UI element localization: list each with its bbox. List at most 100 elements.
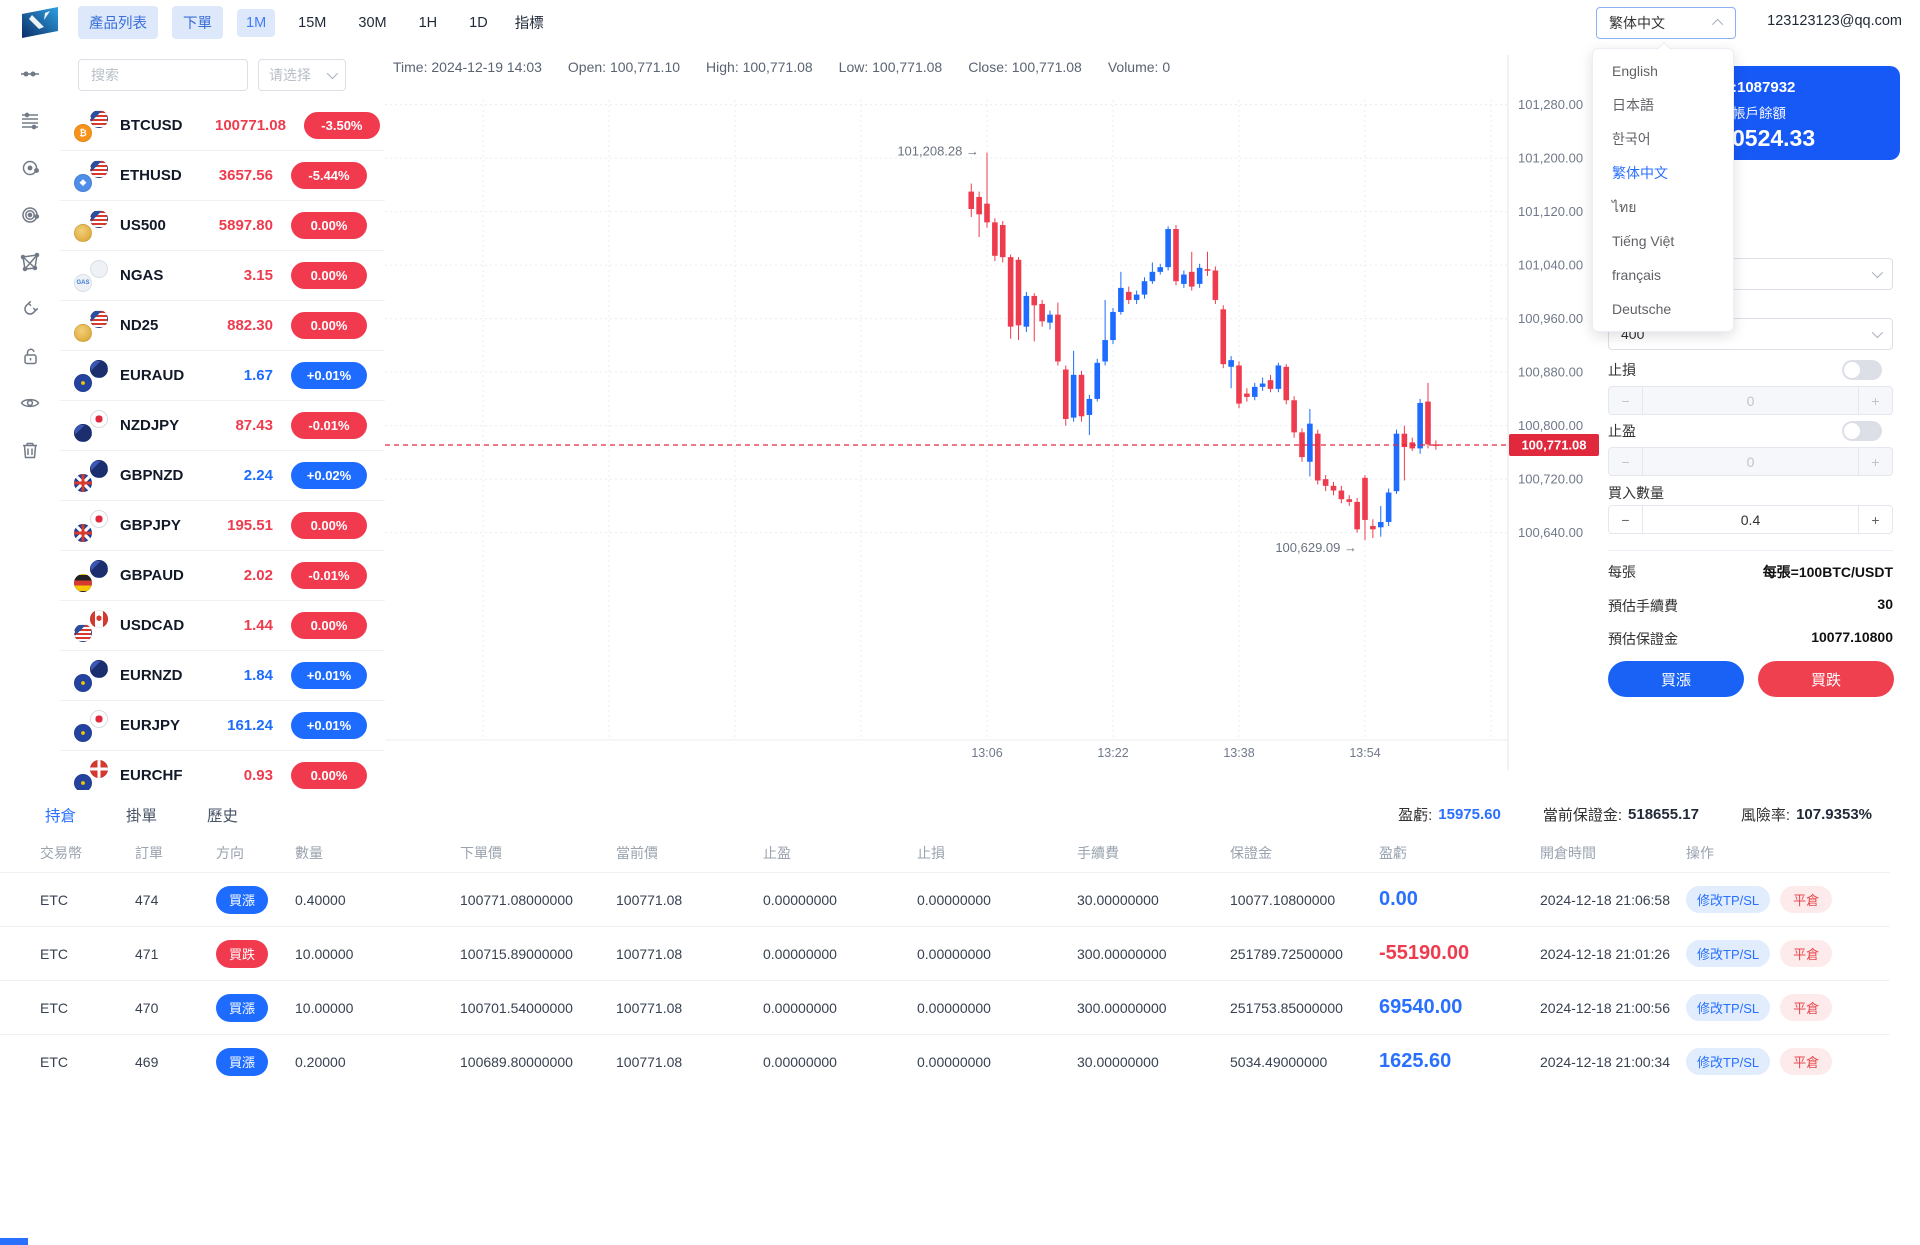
cell: 100771.08000000: [460, 891, 573, 908]
eye-icon[interactable]: [0, 379, 60, 426]
watchlist-row-USDCAD[interactable]: USDCAD 1.44 0.00%: [60, 601, 385, 651]
tab-歷史[interactable]: 歷史: [207, 808, 239, 825]
timeframe-1D[interactable]: 1D: [469, 14, 488, 31]
info-value: 30: [1877, 596, 1893, 612]
stop-loss-toggle[interactable]: [1842, 360, 1882, 380]
buy-up-button[interactable]: 買漲: [1608, 661, 1744, 697]
nav-item-indicators[interactable]: 指標: [514, 16, 544, 32]
take-profit-toggle[interactable]: [1842, 421, 1882, 441]
user-email[interactable]: 123123123@qq.com: [1767, 13, 1902, 29]
svg-text:100,640.00: 100,640.00: [1518, 525, 1583, 540]
col-保證金: 保證金: [1230, 845, 1272, 861]
language-option-Deutsche[interactable]: Deutsche: [1612, 301, 1672, 317]
timeframe-15M[interactable]: 15M: [298, 14, 327, 31]
edit-tpsl-button[interactable]: 修改TP/SL: [1686, 940, 1771, 967]
trend-line-icon[interactable]: [0, 50, 60, 97]
svg-text:100,880.00: 100,880.00: [1518, 365, 1583, 380]
pnl-value: -55190.00: [1379, 942, 1470, 964]
close-position-button[interactable]: 平倉: [1780, 994, 1833, 1021]
watchlist-row-ETHUSD[interactable]: ◆ ETHUSD 3657.56 -5.44%: [60, 151, 385, 201]
language-select[interactable]: 繁体中文: [1596, 7, 1736, 39]
plus-icon[interactable]: +: [1858, 506, 1892, 533]
fib-lines-icon[interactable]: [0, 97, 60, 144]
change-badge: -0.01%: [291, 412, 367, 439]
watchlist-row-EURJPY[interactable]: EURJPY 161.24 +0.01%: [60, 701, 385, 751]
watchlist-row-EURCHF[interactable]: EURCHF 0.93 0.00%: [60, 751, 385, 790]
watchlist-row-ND25[interactable]: ND25 882.30 0.00%: [60, 301, 385, 351]
watchlist-row-BTCUSD[interactable]: ₿ BTCUSD 100771.08 -3.50%: [60, 101, 385, 151]
stat-當前保證金: 當前保證金: 518655.17: [1543, 804, 1699, 825]
edit-tpsl-button[interactable]: 修改TP/SL: [1686, 994, 1771, 1021]
nz-flag-icon: [74, 423, 92, 442]
plus-icon[interactable]: +: [1858, 387, 1892, 414]
cell: 100715.89000000: [460, 945, 573, 962]
quantity-value: 0.4: [1740, 511, 1761, 528]
symbol-price: 882.30: [227, 317, 273, 334]
svg-text:13:38: 13:38: [1223, 746, 1254, 760]
current-price-tag: [1509, 434, 1599, 456]
language-option-Tiếng Việt[interactable]: Tiếng Việt: [1612, 233, 1675, 249]
chevron-up-icon: [1711, 18, 1724, 31]
stat-label: 盈虧:: [1398, 807, 1433, 824]
close-position-button[interactable]: 平倉: [1780, 1048, 1833, 1075]
symbol-name: BTCUSD: [120, 117, 183, 134]
timeframe-30M[interactable]: 30M: [358, 14, 387, 31]
pair-flags-icon: GAS: [74, 259, 108, 292]
plus-icon[interactable]: +: [1858, 448, 1892, 475]
spiral-tool-icon[interactable]: [0, 191, 60, 238]
watchlist-row-GBPAUD[interactable]: GBPAUD 2.02 -0.01%: [60, 551, 385, 601]
timeframe-1H[interactable]: 1H: [418, 14, 438, 31]
buy-down-button[interactable]: 買跌: [1758, 661, 1894, 697]
col-當前價: 當前價: [616, 845, 658, 861]
positions-table: ETC 474 買漲 0.40000 100771.08000000 100771.08 0…: [0, 872, 1890, 1088]
candlestick-chart[interactable]: 101,280.00 101,200.00 101,120.00 101,040.00…: [385, 45, 1600, 770]
watchlist-row-NZDJPY[interactable]: NZDJPY 87.43 -0.01%: [60, 401, 385, 451]
ellipse-tool-icon[interactable]: [0, 144, 60, 191]
watchlist-row-NGAS[interactable]: GAS NGAS 3.15 0.00%: [60, 251, 385, 301]
xabcd-pattern-icon[interactable]: [0, 238, 60, 285]
change-badge: +0.01%: [291, 362, 367, 389]
minus-icon[interactable]: −: [1609, 506, 1643, 533]
pair-flags-icon: [74, 659, 108, 692]
watchlist-row-EURNZD[interactable]: EURNZD 1.84 +0.01%: [60, 651, 385, 701]
watchlist-panel: 请选择 ₿ BTCUSD 100771.08 -3.50% ◆ ETHUSD 3657.56…: [60, 45, 385, 790]
language-option-ไทย[interactable]: ไทย: [1612, 199, 1637, 215]
change-badge: 0.00%: [291, 612, 367, 639]
search-input[interactable]: [78, 59, 248, 91]
minus-icon[interactable]: −: [1609, 387, 1643, 414]
unlock-icon[interactable]: [0, 332, 60, 379]
au-flag-icon: [90, 559, 108, 578]
language-option-한국어[interactable]: 한국어: [1612, 131, 1651, 147]
language-option-français[interactable]: français: [1612, 267, 1662, 283]
quantity-stepper[interactable]: − 0.4 +: [1608, 505, 1893, 534]
cell: 100771.08: [616, 999, 683, 1016]
nav-item-下單[interactable]: 下單: [172, 6, 223, 39]
edit-tpsl-button[interactable]: 修改TP/SL: [1686, 886, 1771, 913]
svg-text:13:06: 13:06: [971, 746, 1002, 760]
language-option-繁体中文[interactable]: 繁体中文: [1612, 165, 1668, 181]
ohlc-readout: Time: 2024-12-19 14:03 Open: 100,771.10 Hi…: [393, 59, 1170, 75]
cell: 10.00000: [295, 945, 354, 962]
edit-tpsl-button[interactable]: 修改TP/SL: [1686, 1048, 1771, 1075]
take-profit-stepper[interactable]: − 0 +: [1608, 447, 1893, 476]
nav-item-產品列表[interactable]: 產品列表: [78, 6, 158, 39]
stop-loss-stepper[interactable]: − 0 +: [1608, 386, 1893, 415]
watchlist-row-GBPNZD[interactable]: GBPNZD 2.24 +0.02%: [60, 451, 385, 501]
language-option-日本語[interactable]: 日本語: [1612, 97, 1654, 113]
timeframe-1M[interactable]: 1M: [237, 8, 276, 37]
minus-icon[interactable]: −: [1609, 448, 1643, 475]
watchlist-row-EURAUD[interactable]: EURAUD 1.67 +0.01%: [60, 351, 385, 401]
watchlist-filter-select[interactable]: 请选择: [258, 59, 346, 91]
magnet-icon[interactable]: [0, 285, 60, 332]
change-badge: 0.00%: [291, 212, 367, 239]
watchlist-row-GBPJPY[interactable]: GBPJPY 195.51 0.00%: [60, 501, 385, 551]
uk-flag-icon: [74, 523, 92, 542]
watchlist-row-US500[interactable]: US500 5897.80 0.00%: [60, 201, 385, 251]
chart-annotation: 100,629.09 →: [1275, 540, 1357, 555]
tab-掛單[interactable]: 掛單: [126, 808, 158, 825]
language-option-English[interactable]: English: [1612, 63, 1658, 79]
tab-持倉[interactable]: 持倉: [45, 808, 77, 825]
trash-icon[interactable]: [0, 426, 60, 473]
close-position-button[interactable]: 平倉: [1780, 940, 1833, 967]
close-position-button[interactable]: 平倉: [1780, 886, 1833, 913]
